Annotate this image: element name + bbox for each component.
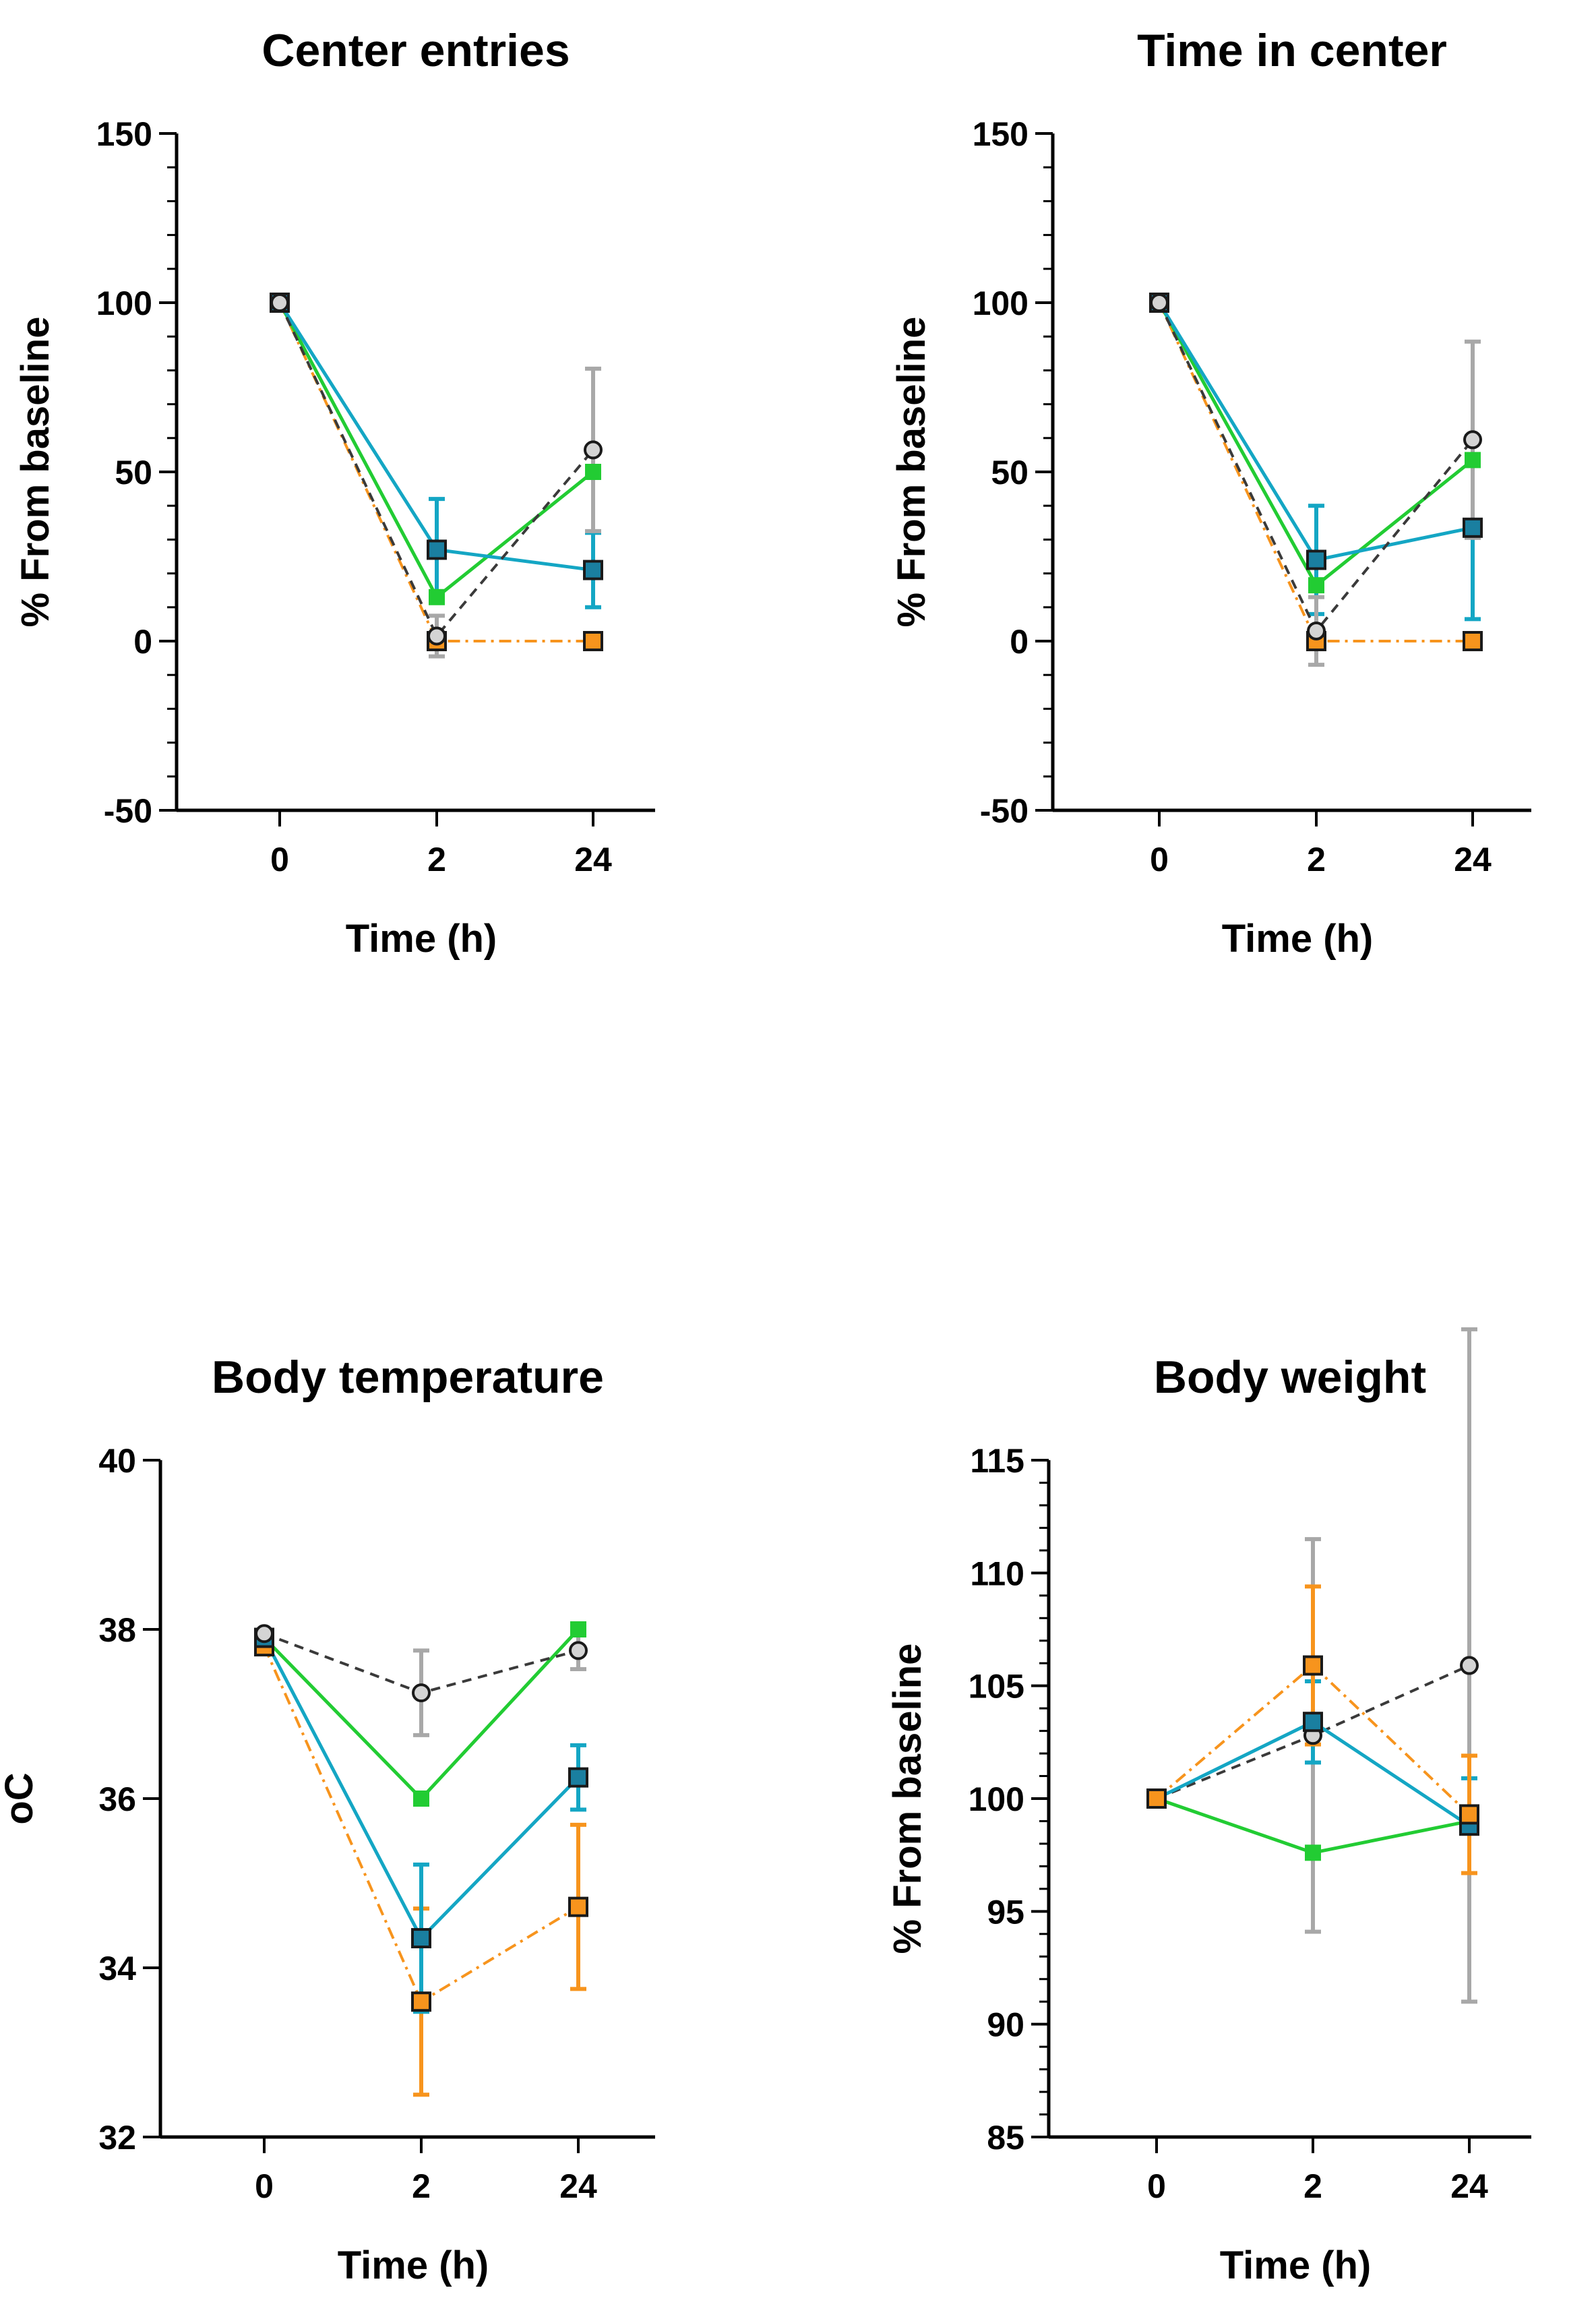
y-tick-label: 100 bbox=[96, 284, 152, 322]
y-tick-label: 38 bbox=[98, 1611, 136, 1649]
chart-title: Body weight bbox=[1154, 1352, 1426, 1403]
y-tick-label: 115 bbox=[970, 1442, 1024, 1480]
data-point bbox=[1146, 1788, 1167, 1809]
y-tick-label: 85 bbox=[987, 2119, 1024, 2157]
x-tick-label: 2 bbox=[1303, 2167, 1322, 2205]
y-tick-label: 90 bbox=[987, 2006, 1024, 2044]
x-tick-label: 2 bbox=[412, 2167, 431, 2205]
data-point bbox=[412, 1683, 431, 1703]
x-tick-label: 24 bbox=[559, 2167, 597, 2205]
x-axis-label: Time (h) bbox=[346, 917, 497, 961]
x-axis-label: Time (h) bbox=[1220, 2244, 1372, 2287]
data-point bbox=[1463, 517, 1483, 538]
data-point bbox=[568, 1767, 588, 1788]
chart-title: Center entries bbox=[262, 25, 570, 76]
data-point bbox=[411, 1991, 431, 2012]
y-tick-label: 0 bbox=[133, 623, 152, 661]
y-tick-label: 100 bbox=[969, 1780, 1024, 1818]
data-point bbox=[1306, 549, 1326, 570]
y-axis-label: % From baseline bbox=[890, 317, 933, 628]
chart-title: Body temperature bbox=[212, 1352, 604, 1403]
data-point bbox=[1465, 452, 1481, 469]
x-tick-label: 24 bbox=[1450, 2167, 1488, 2205]
y-tick-label: -50 bbox=[104, 792, 152, 830]
chart-panel-4: Body weight 85 90 95 100 105 110 115 0 2 24 Time (h… bbox=[886, 1327, 1531, 2287]
data-point bbox=[1150, 293, 1169, 312]
y-tick-label: 0 bbox=[1010, 623, 1029, 661]
series-gray bbox=[1308, 339, 1481, 667]
series-teal bbox=[1308, 434, 1481, 622]
data-point bbox=[427, 539, 447, 560]
data-point bbox=[1463, 430, 1482, 450]
data-point bbox=[429, 589, 445, 605]
chart-panel-2: Time in center -50 0 50 100 150 0 2 24 Time (h) % … bbox=[890, 25, 1531, 961]
y-axis-label: oC bbox=[0, 1772, 41, 1824]
series-teal bbox=[413, 1743, 586, 2014]
data-point bbox=[1305, 1844, 1321, 1861]
y-tick-label: 150 bbox=[96, 115, 152, 153]
y-tick-label: 36 bbox=[98, 1780, 136, 1818]
x-tick-label: 0 bbox=[1150, 841, 1169, 878]
series-orange bbox=[1305, 1584, 1477, 1875]
x-tick-label: 2 bbox=[1307, 841, 1326, 878]
y-tick-label: 95 bbox=[987, 1893, 1024, 1931]
data-point bbox=[1303, 1655, 1323, 1676]
y-axis-label: % From baseline bbox=[886, 1644, 929, 1954]
y-tick-label: 110 bbox=[970, 1555, 1024, 1592]
y-tick-label: 50 bbox=[991, 454, 1029, 491]
data-point bbox=[411, 1928, 431, 1949]
data-point bbox=[568, 1896, 588, 1917]
x-axis-label: Time (h) bbox=[338, 2244, 489, 2287]
y-tick-label: 32 bbox=[98, 2119, 136, 2157]
data-point bbox=[1459, 1804, 1479, 1825]
data-point bbox=[1460, 1656, 1479, 1675]
y-tick-label: 34 bbox=[98, 1950, 136, 1987]
chart-panel-1: Center entries -50 0 50 100 150 0 2 24 Time (h) % … bbox=[13, 25, 655, 961]
data-point bbox=[1308, 577, 1324, 594]
y-tick-label: 100 bbox=[973, 284, 1029, 322]
data-point bbox=[255, 1624, 274, 1644]
data-point bbox=[427, 626, 446, 646]
x-tick-label: 0 bbox=[1147, 2167, 1166, 2205]
y-tick-label: 50 bbox=[115, 454, 152, 491]
y-tick-label: -50 bbox=[980, 792, 1029, 830]
chart-title: Time in center bbox=[1137, 25, 1447, 76]
x-tick-label: 0 bbox=[270, 841, 289, 878]
data-point bbox=[569, 1641, 588, 1660]
y-tick-label: 105 bbox=[969, 1668, 1024, 1706]
data-point bbox=[270, 293, 289, 312]
data-point bbox=[413, 1791, 429, 1807]
x-tick-label: 0 bbox=[255, 2167, 274, 2205]
data-point bbox=[1463, 631, 1483, 651]
x-axis-label: Time (h) bbox=[1222, 917, 1374, 961]
data-point bbox=[1303, 1712, 1323, 1733]
series-gray bbox=[1305, 1327, 1477, 2004]
data-point bbox=[584, 440, 603, 460]
chart-panel-3: Body temperature 32 34 36 38 40 0 2 24 Time (h) oC bbox=[0, 1352, 655, 2287]
y-tick-label: 40 bbox=[98, 1442, 136, 1480]
y-tick-label: 150 bbox=[973, 115, 1029, 153]
data-point bbox=[583, 631, 603, 651]
data-point bbox=[1307, 621, 1326, 640]
series-teal bbox=[1305, 1679, 1477, 1875]
x-tick-label: 2 bbox=[427, 841, 446, 878]
data-point bbox=[585, 464, 601, 480]
y-axis-label: % From baseline bbox=[13, 317, 57, 628]
data-point bbox=[570, 1621, 586, 1637]
data-point bbox=[583, 560, 603, 580]
x-tick-label: 24 bbox=[574, 841, 612, 878]
x-tick-label: 24 bbox=[1454, 841, 1492, 878]
